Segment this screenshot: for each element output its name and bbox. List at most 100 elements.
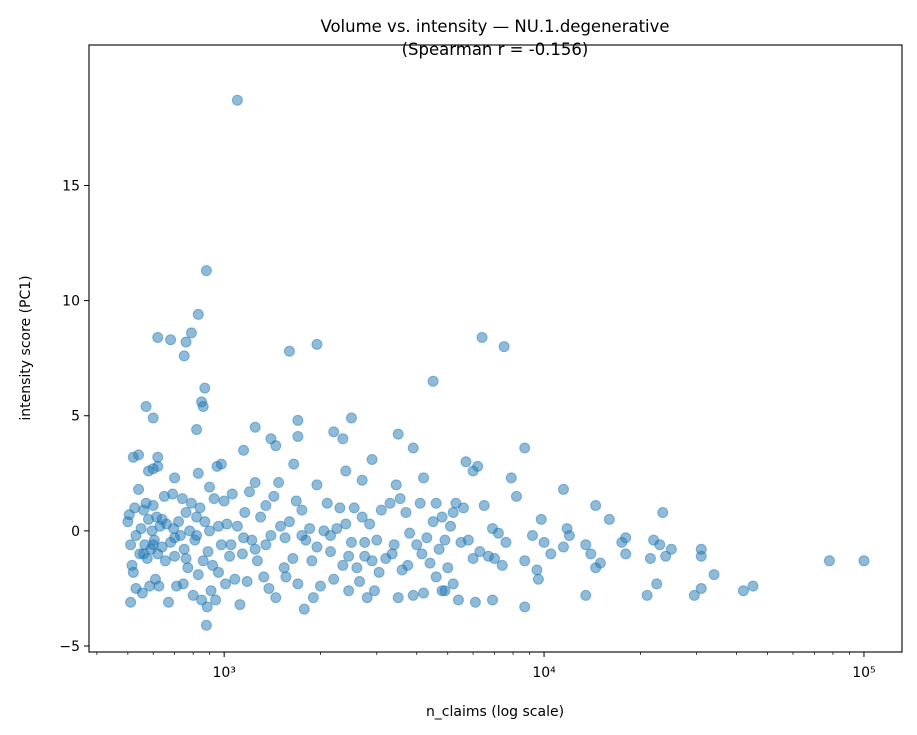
data-point [279,532,291,544]
data-point [278,562,290,574]
data-point [505,472,517,484]
data-point [394,493,406,505]
data-point [321,497,333,509]
data-point [657,506,669,518]
data-point [392,428,404,440]
data-point [265,529,277,541]
data-point [590,500,602,512]
data-point [351,562,363,574]
data-point [532,573,544,585]
data-point [416,548,428,560]
data-point [197,555,209,567]
data-point [147,463,159,475]
data-point [239,506,251,518]
data-point [205,585,217,597]
data-point [433,543,445,555]
data-point [241,576,253,588]
data-point [356,474,368,486]
data-point [492,527,504,539]
data-point [152,451,164,463]
chart-title-line2: (Spearman r = -0.156) [402,40,589,59]
data-point [192,308,204,320]
data-point [368,585,380,597]
data-point [197,401,209,413]
data-point [167,488,179,500]
data-point [238,532,250,544]
data-point [125,539,137,551]
data-point [159,555,171,567]
data-point [255,511,267,523]
data-point [169,550,181,562]
data-point [147,500,159,512]
plot-frame [88,44,903,653]
data-point [450,497,462,509]
data-point [249,421,261,433]
data-point [218,495,230,507]
data-point [356,511,368,523]
x-tick-label: 10⁴ [532,665,556,681]
data-point [292,414,304,426]
data-point [478,500,490,512]
data-point [180,336,192,348]
data-point [268,490,280,502]
data-point [500,536,512,548]
data-point [538,536,550,548]
data-point [138,548,150,560]
data-point [373,566,385,578]
data-point [364,518,376,530]
data-point [375,504,387,516]
y-tick-label: −5 [59,639,80,655]
data-point [688,589,700,601]
data-point [340,518,352,530]
data-point [345,412,357,424]
chart-title-line1: Volume vs. intensity — NU.1.degenerative [320,17,669,36]
data-point [407,589,419,601]
data-point [348,502,360,514]
data-point [199,516,211,528]
data-point [660,550,672,562]
data-point [510,490,522,502]
data-point [263,582,275,594]
data-point [331,523,343,535]
data-point [460,456,472,468]
data-point [641,589,653,601]
y-tick-label: 10 [62,294,80,310]
data-point [292,578,304,590]
data-point [616,536,628,548]
data-point [270,440,282,452]
data-point [283,516,295,528]
data-point [249,543,261,555]
data-point [152,331,164,343]
data-point [561,523,573,535]
data-point [202,546,214,558]
data-point [260,500,272,512]
data-point [273,477,285,489]
data-point [136,587,148,599]
data-point [208,493,220,505]
data-point [147,412,159,424]
data-point [191,529,203,541]
data-point [557,483,569,495]
data-point [177,578,189,590]
data-point [427,375,439,387]
data-point [292,430,304,442]
data-point [695,550,707,562]
data-point [258,571,270,583]
data-point [306,555,318,567]
data-point [427,516,439,528]
data-point [343,585,355,597]
data-point [180,506,192,518]
data-point [452,594,464,606]
data-point [354,576,366,588]
data-point [328,426,340,438]
data-point [130,529,142,541]
data-point [125,596,137,608]
data-point [496,559,508,571]
data-point [314,580,326,592]
data-point [185,327,197,339]
data-point [384,497,396,509]
data-point [270,592,282,604]
data-point [545,548,557,560]
data-point [224,550,236,562]
data-point [467,553,479,565]
